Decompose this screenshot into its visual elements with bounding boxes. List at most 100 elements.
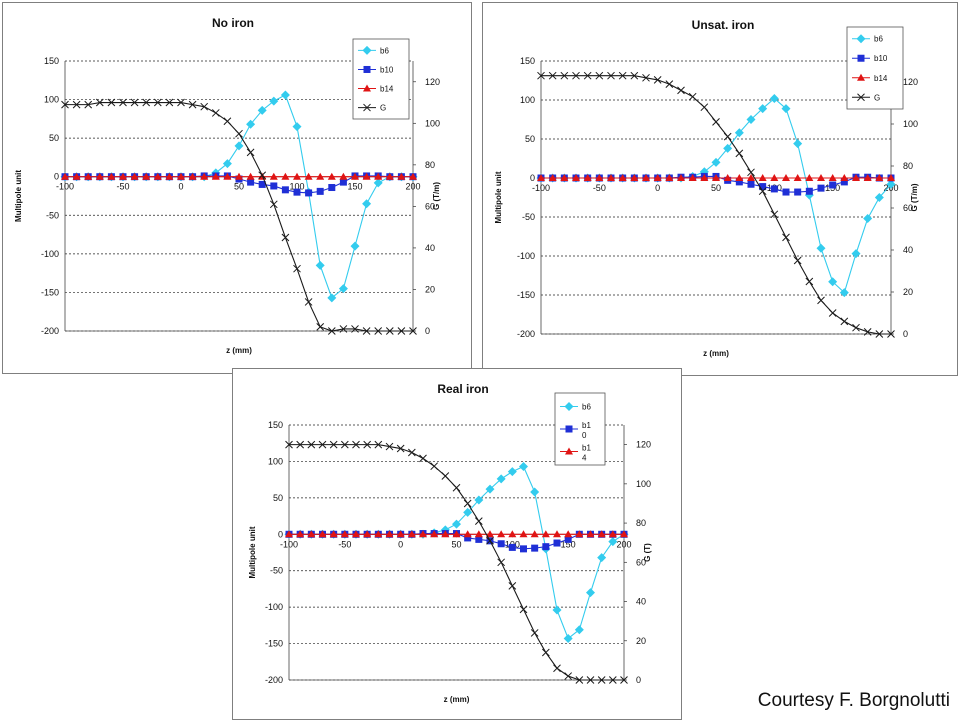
legend-label-G: G [380, 104, 386, 113]
data-point-G [397, 327, 406, 335]
data-point-G [281, 233, 290, 242]
data-point-G [564, 672, 573, 680]
legend-marker-b6 [362, 45, 372, 55]
data-point-G [188, 100, 197, 109]
x-tick-label: -50 [338, 539, 351, 549]
data-point-b14 [583, 174, 592, 181]
data-point-b14 [385, 172, 394, 180]
data-point-b6 [530, 487, 540, 497]
data-point-G [805, 277, 814, 286]
data-point-b10 [542, 543, 550, 551]
y-tick-label: -100 [41, 249, 59, 259]
data-point-G [583, 71, 592, 80]
x-axis-label: z (mm) [226, 346, 252, 355]
legend-box [352, 38, 410, 120]
data-point-b6 [781, 104, 791, 114]
data-point-b14 [572, 174, 580, 181]
data-point-G [419, 454, 427, 463]
data-point-G [608, 676, 617, 684]
data-point-b14 [329, 530, 338, 538]
data-point-b6 [874, 193, 884, 202]
series-line-b6 [65, 94, 413, 299]
data-point-b14 [607, 174, 615, 181]
data-point-b14 [339, 172, 348, 180]
data-point-G [339, 325, 348, 333]
data-point-b14 [863, 174, 872, 181]
data-point-b14 [548, 174, 557, 181]
y2-tick-label: 20 [903, 287, 913, 297]
y2-axis-label: G (T) [643, 543, 652, 562]
data-point-b6 [280, 90, 290, 100]
data-point-b6 [758, 104, 768, 114]
y2-tick-label: 0 [425, 326, 430, 336]
series-b14 [285, 530, 628, 538]
data-point-b14 [553, 530, 561, 538]
data-point-b6 [597, 553, 607, 563]
y-tick-label: 0 [278, 529, 283, 539]
data-point-b6 [769, 93, 779, 103]
data-point-b14 [307, 530, 316, 538]
data-point-b14 [805, 174, 814, 181]
data-point-G [735, 149, 744, 158]
data-point-G [200, 102, 209, 111]
data-point-G [618, 71, 627, 80]
data-point-b14 [817, 174, 825, 181]
x-tick-label: 150 [347, 182, 362, 192]
y2-tick-label: 60 [425, 201, 435, 211]
y2-tick-label: 60 [636, 557, 646, 567]
legend-label-b10: b1 [582, 421, 591, 430]
data-point-G [211, 109, 220, 117]
series-b14 [537, 174, 895, 181]
y-tick-label: 150 [520, 56, 535, 66]
legend-marker-b6 [856, 34, 866, 44]
data-point-b6 [246, 119, 256, 129]
data-point-G [285, 440, 293, 449]
y2-tick-label: 100 [903, 119, 918, 129]
series-G [537, 71, 895, 338]
y2-tick-label: 120 [425, 77, 440, 87]
legend: b6 b10 b14 G [352, 38, 410, 120]
data-point-b10 [281, 186, 289, 194]
data-point-b14 [223, 172, 232, 180]
data-point-G [293, 264, 301, 273]
data-point-b14 [397, 172, 406, 180]
y2-tick-label: 100 [636, 479, 651, 489]
series-G [285, 440, 628, 684]
data-point-b14 [688, 174, 697, 181]
y2-tick-label: 60 [903, 203, 913, 213]
data-point-G [61, 100, 69, 109]
data-point-G [548, 71, 557, 80]
data-point-G [374, 440, 383, 449]
data-point-G [572, 71, 580, 80]
y-axis-label: Multipole unit [248, 526, 257, 578]
data-point-b6 [746, 115, 756, 124]
data-point-G [770, 210, 779, 219]
data-point-b14 [519, 530, 528, 538]
data-point-G [153, 98, 162, 107]
data-point-b14 [770, 174, 779, 181]
legend-box [846, 26, 904, 110]
data-point-G [463, 499, 472, 508]
data-point-G [430, 462, 439, 471]
data-point-G [508, 581, 517, 590]
data-point-b10 [305, 189, 313, 197]
y2-tick-label: 120 [636, 440, 651, 450]
chart-title: No iron [212, 16, 254, 30]
data-point-G [642, 73, 650, 82]
data-point-b6 [338, 284, 348, 294]
data-point-b10 [817, 184, 825, 192]
data-point-b10 [508, 543, 516, 551]
legend-label-b10: b10 [874, 54, 888, 63]
data-point-b14 [84, 172, 93, 180]
data-point-b14 [887, 174, 895, 181]
data-point-b14 [508, 530, 517, 538]
y-tick-label: -200 [41, 326, 59, 336]
data-point-b14 [296, 530, 305, 538]
y2-tick-label: 20 [425, 284, 435, 294]
legend-marker-b10 [857, 54, 865, 62]
data-point-b6 [269, 96, 279, 106]
data-point-b10 [497, 540, 505, 548]
legend-marker-b14 [363, 84, 371, 92]
legend-label-b10: b10 [380, 65, 394, 74]
data-point-b10 [782, 188, 790, 196]
